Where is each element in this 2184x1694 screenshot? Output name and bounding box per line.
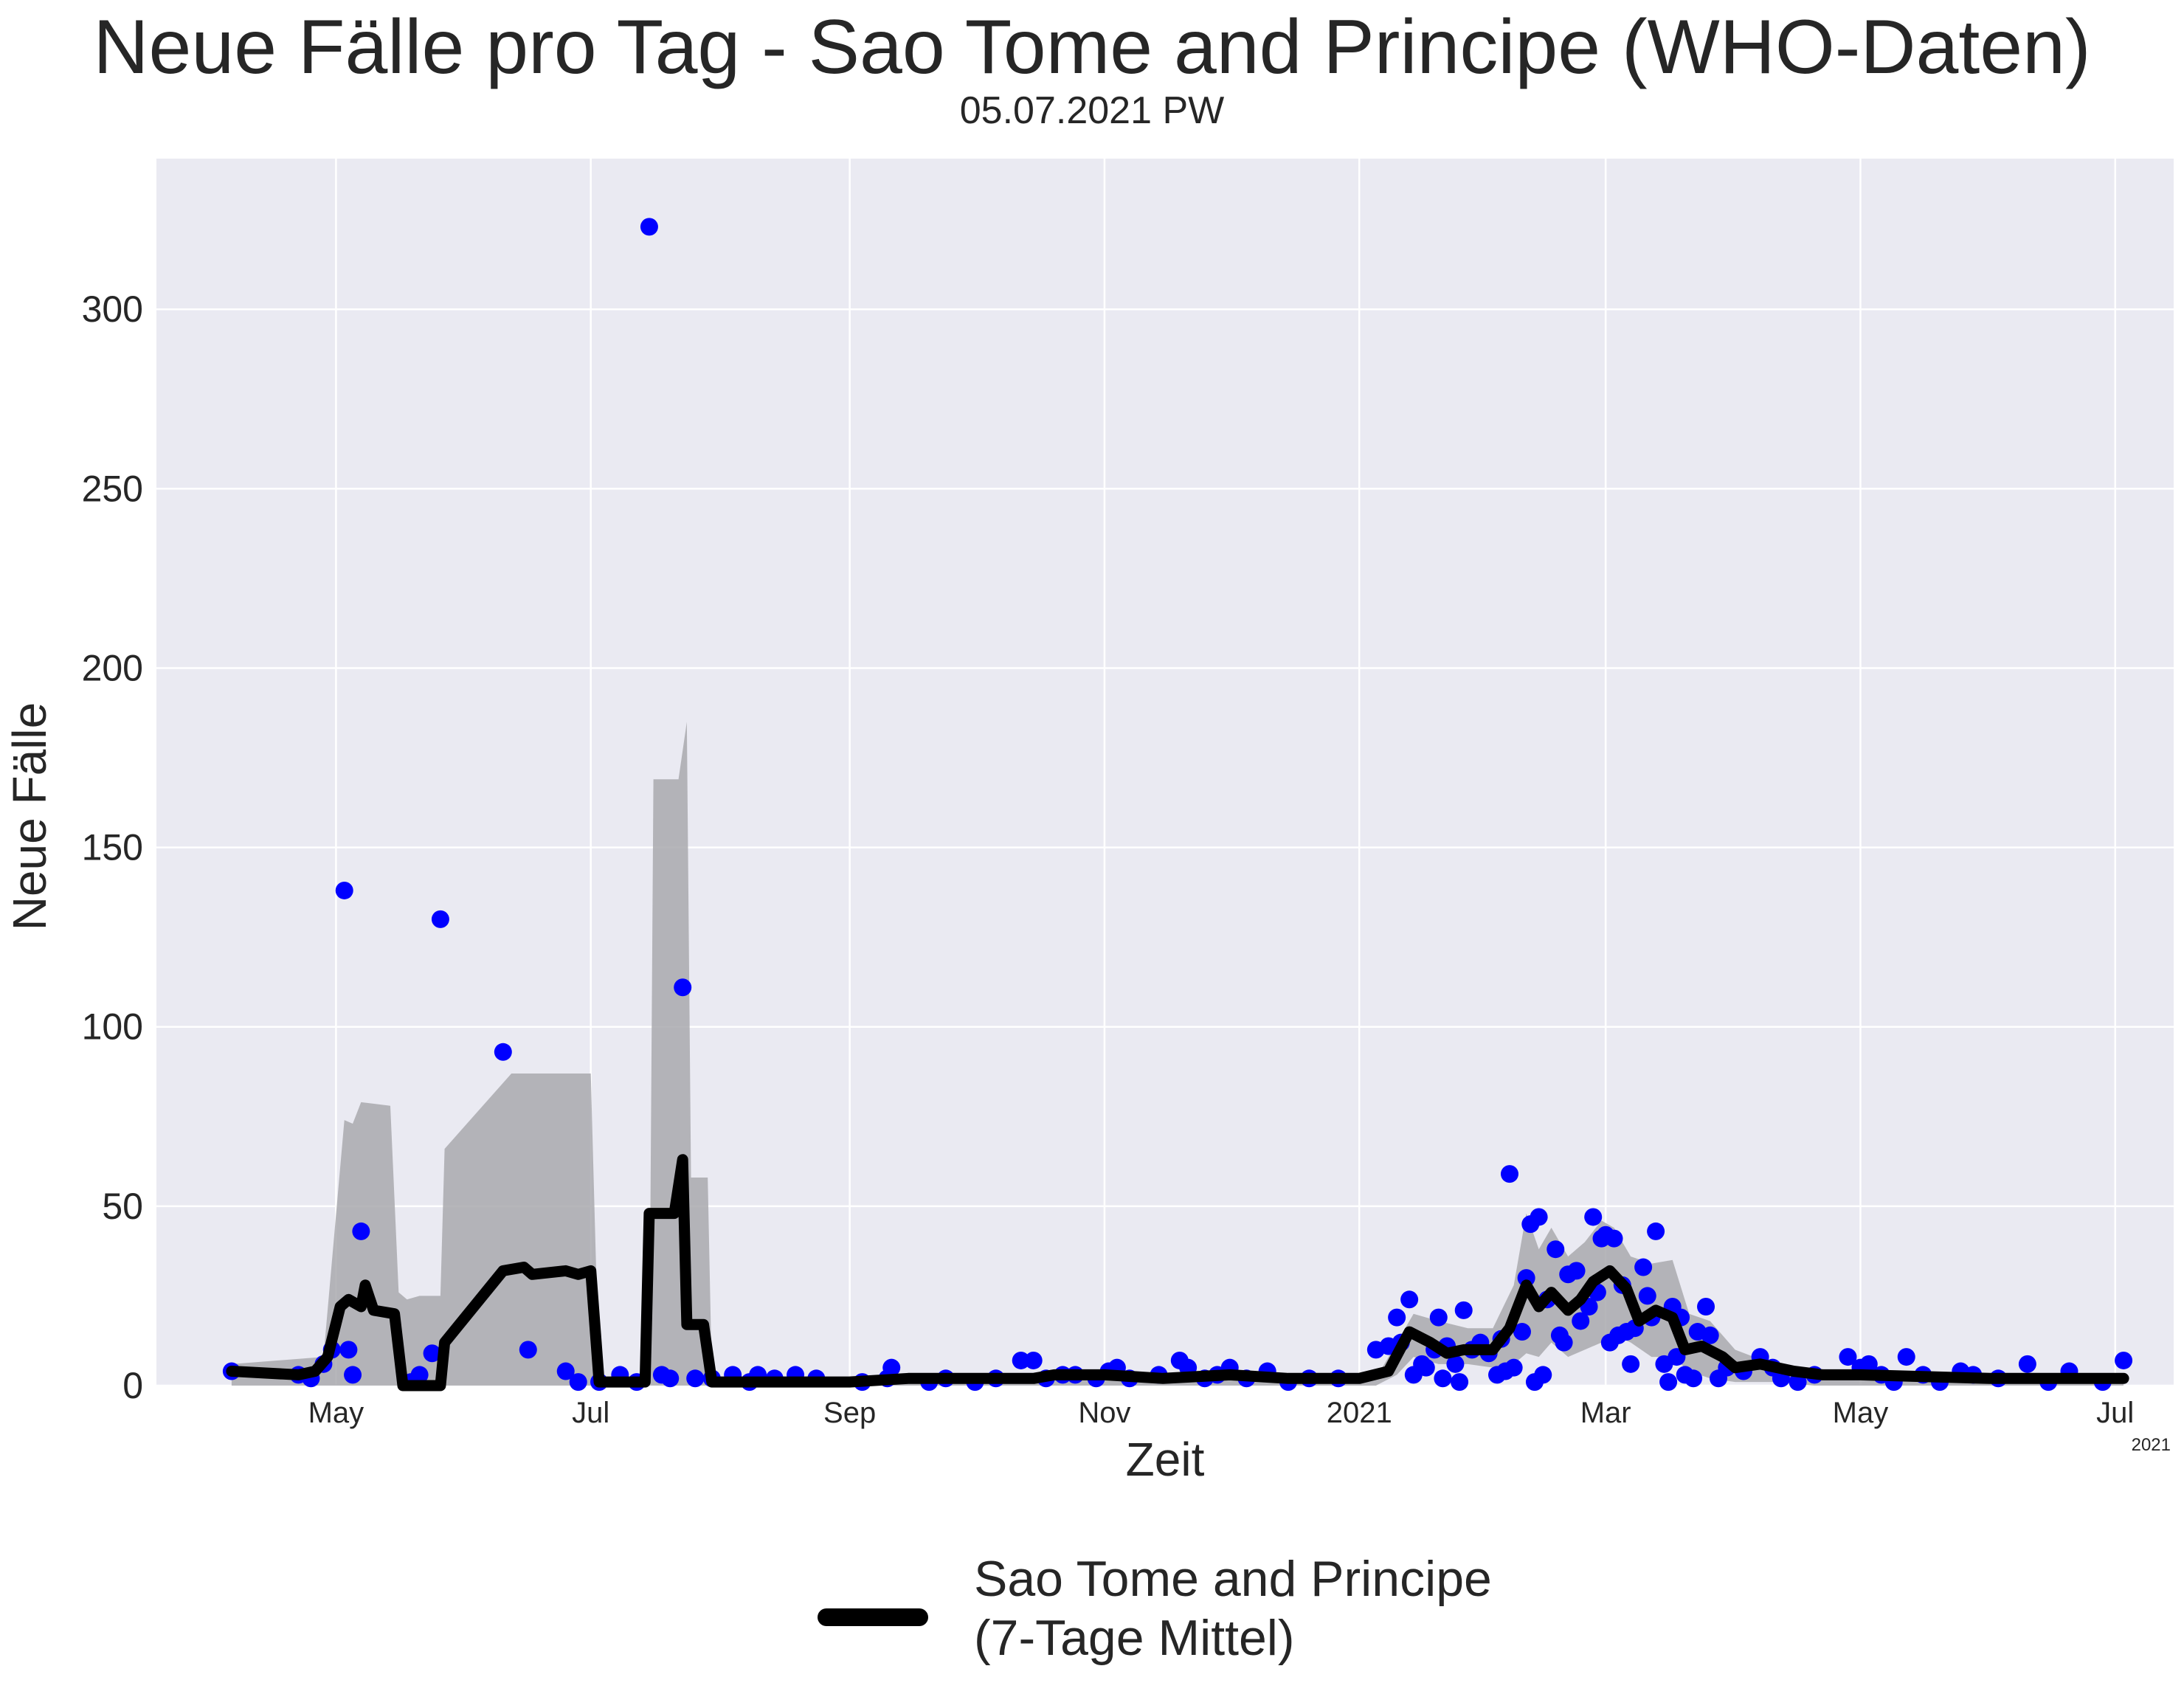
data-point: [1400, 1290, 1419, 1309]
data-point: [1530, 1208, 1548, 1226]
data-point: [352, 1222, 370, 1240]
data-point: [1584, 1208, 1603, 1226]
data-point: [1859, 1355, 1878, 1373]
y-tick-label: 200: [82, 647, 143, 688]
data-point: [1634, 1258, 1653, 1276]
data-point: [344, 1366, 362, 1384]
series-line: [226, 1154, 2129, 1392]
data-point: [339, 1341, 358, 1359]
data-point: [1659, 1373, 1678, 1392]
data-point: [431, 910, 449, 928]
seven-day-mean-line: [226, 1154, 2129, 1392]
data-point: [1513, 1323, 1531, 1341]
x-tick-label: Sep: [823, 1397, 876, 1429]
data-point: [640, 218, 658, 236]
data-point: [1012, 1351, 1030, 1369]
x-tick-label: Jul: [572, 1397, 609, 1429]
y-tick-label: 0: [122, 1365, 143, 1406]
data-point: [1504, 1358, 1523, 1377]
chart-subtitle: 05.07.2021 PW: [959, 89, 1225, 132]
data-point: [1897, 1348, 1915, 1366]
y-tick-label: 50: [102, 1186, 143, 1227]
data-point: [1638, 1287, 1656, 1305]
data-point: [1417, 1358, 1435, 1377]
data-point: [2115, 1351, 2133, 1369]
data-point: [661, 1369, 680, 1388]
data-point: [1388, 1308, 1406, 1327]
x-tick-label: Nov: [1078, 1397, 1130, 1429]
data-point: [1605, 1229, 1623, 1248]
data-point: [1451, 1373, 1469, 1392]
chart-title: Neue Fälle pro Tag - Sao Tome and Princi…: [93, 4, 2091, 90]
data-point: [1434, 1369, 1452, 1388]
legend-label: Sao Tome and Principe (7-Tage Mittel): [974, 1551, 1492, 1666]
x-axis-ticks: May Jul Sep Nov 2021 Mar May Jul: [308, 1397, 2135, 1429]
x-axis-offset-label: 2021: [2132, 1435, 2171, 1455]
data-point: [494, 1043, 512, 1061]
y-axis-label: Neue Fälle: [3, 702, 56, 931]
x-tick-label: Mar: [1580, 1397, 1631, 1429]
data-point: [1839, 1348, 1857, 1366]
data-point: [1547, 1240, 1565, 1259]
data-point: [1684, 1369, 1703, 1388]
x-tick-label: Jul: [2096, 1397, 2134, 1429]
range-band: [231, 722, 2124, 1386]
data-point: [423, 1344, 441, 1363]
x-axis-label: Zeit: [1126, 1433, 1205, 1486]
data-point: [519, 1341, 537, 1359]
data-point: [410, 1366, 429, 1384]
legend-line-swatch: [818, 1608, 928, 1626]
range-band-area: [231, 722, 2124, 1386]
data-point: [1454, 1301, 1473, 1319]
x-tick-label: 2021: [1327, 1397, 1392, 1429]
data-point: [1647, 1222, 1665, 1240]
data-point: [1024, 1351, 1043, 1369]
data-point: [1567, 1262, 1586, 1280]
x-tick-label: May: [308, 1397, 364, 1429]
data-point: [1697, 1298, 1715, 1316]
data-point: [882, 1358, 901, 1377]
data-point: [556, 1362, 575, 1380]
x-tick-label: May: [1833, 1397, 1889, 1429]
y-tick-label: 100: [82, 1006, 143, 1048]
y-axis-ticks: 0 50 100 150 200 250 300: [82, 288, 143, 1406]
data-point: [686, 1369, 705, 1388]
data-point: [2018, 1355, 2036, 1373]
data-point: [335, 881, 353, 899]
data-point: [1622, 1355, 1640, 1373]
data-point: [1555, 1333, 1573, 1352]
y-tick-label: 150: [82, 827, 143, 868]
data-point: [674, 978, 692, 997]
data-point: [1572, 1312, 1590, 1330]
legend: Sao Tome and Principe (7-Tage Mittel): [812, 1549, 1579, 1675]
data-point: [1500, 1165, 1518, 1183]
y-tick-label: 250: [82, 468, 143, 509]
y-tick-label: 300: [82, 288, 143, 330]
data-point: [1701, 1326, 1719, 1344]
data-point: [569, 1373, 587, 1392]
data-point: [1534, 1366, 1552, 1384]
data-point: [1429, 1308, 1448, 1327]
data-point: [1446, 1355, 1465, 1373]
